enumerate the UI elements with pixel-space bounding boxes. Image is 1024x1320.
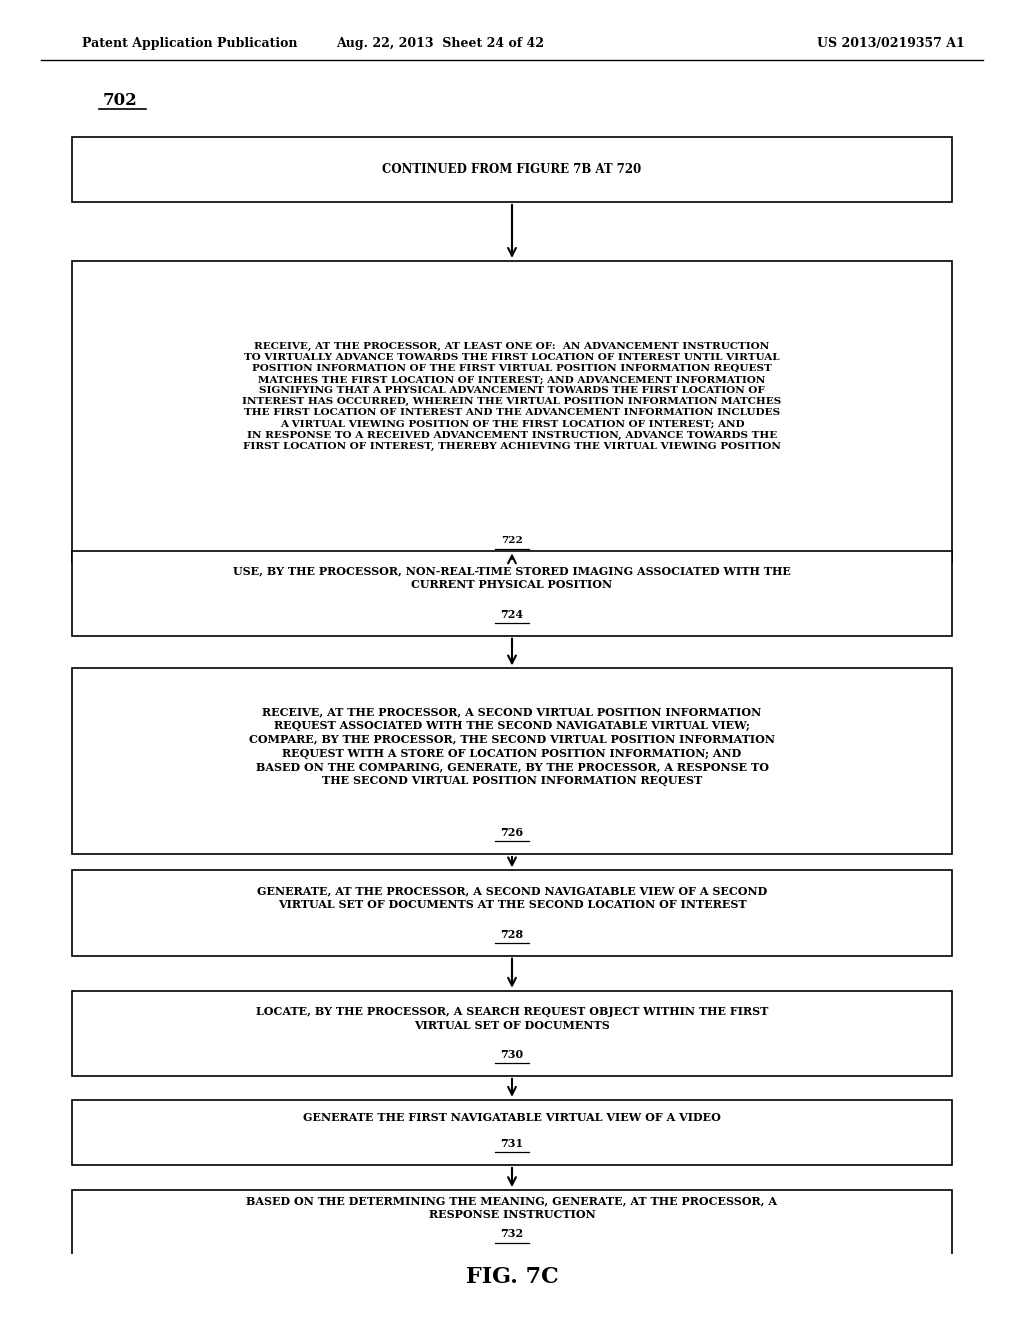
Text: RECEIVE, AT THE PROCESSOR, AT LEAST ONE OF:  AN ADVANCEMENT INSTRUCTION
TO VIRTU: RECEIVE, AT THE PROCESSOR, AT LEAST ONE …	[243, 342, 781, 450]
Bar	[72, 261, 952, 562]
Text: GENERATE, AT THE PROCESSOR, A SECOND NAVIGATABLE VIEW OF A SECOND
VIRTUAL SET OF: GENERATE, AT THE PROCESSOR, A SECOND NAV…	[257, 886, 767, 911]
Bar	[72, 870, 952, 956]
Text: 730: 730	[501, 1049, 523, 1060]
Text: US 2013/0219357 A1: US 2013/0219357 A1	[817, 37, 965, 50]
Text: 702: 702	[102, 92, 137, 108]
Bar	[72, 1191, 952, 1255]
Bar	[72, 668, 952, 854]
Bar	[72, 1100, 952, 1166]
Text: 732: 732	[501, 1229, 523, 1239]
Text: FIG. 7C: FIG. 7C	[466, 1266, 558, 1287]
Text: 722: 722	[501, 536, 523, 545]
Text: Aug. 22, 2013  Sheet 24 of 42: Aug. 22, 2013 Sheet 24 of 42	[336, 37, 545, 50]
Text: 724: 724	[501, 609, 523, 620]
Bar	[72, 990, 952, 1076]
Text: USE, BY THE PROCESSOR, NON-REAL-TIME STORED IMAGING ASSOCIATED WITH THE
CURRENT : USE, BY THE PROCESSOR, NON-REAL-TIME STO…	[233, 566, 791, 590]
Text: GENERATE THE FIRST NAVIGATABLE VIRTUAL VIEW OF A VIDEO: GENERATE THE FIRST NAVIGATABLE VIRTUAL V…	[303, 1111, 721, 1123]
Text: 726: 726	[501, 828, 523, 838]
Text: CONTINUED FROM FIGURE 7B AT 720: CONTINUED FROM FIGURE 7B AT 720	[382, 162, 642, 176]
Bar	[72, 137, 952, 202]
Text: 728: 728	[501, 929, 523, 940]
Text: 731: 731	[501, 1138, 523, 1150]
Text: Patent Application Publication: Patent Application Publication	[82, 37, 297, 50]
Text: LOCATE, BY THE PROCESSOR, A SEARCH REQUEST OBJECT WITHIN THE FIRST
VIRTUAL SET O: LOCATE, BY THE PROCESSOR, A SEARCH REQUE…	[256, 1006, 768, 1031]
Text: BASED ON THE DETERMINING THE MEANING, GENERATE, AT THE PROCESSOR, A
RESPONSE INS: BASED ON THE DETERMINING THE MEANING, GE…	[247, 1195, 777, 1220]
Bar	[72, 550, 952, 636]
Text: RECEIVE, AT THE PROCESSOR, A SECOND VIRTUAL POSITION INFORMATION
REQUEST ASSOCIA: RECEIVE, AT THE PROCESSOR, A SECOND VIRT…	[249, 706, 775, 787]
